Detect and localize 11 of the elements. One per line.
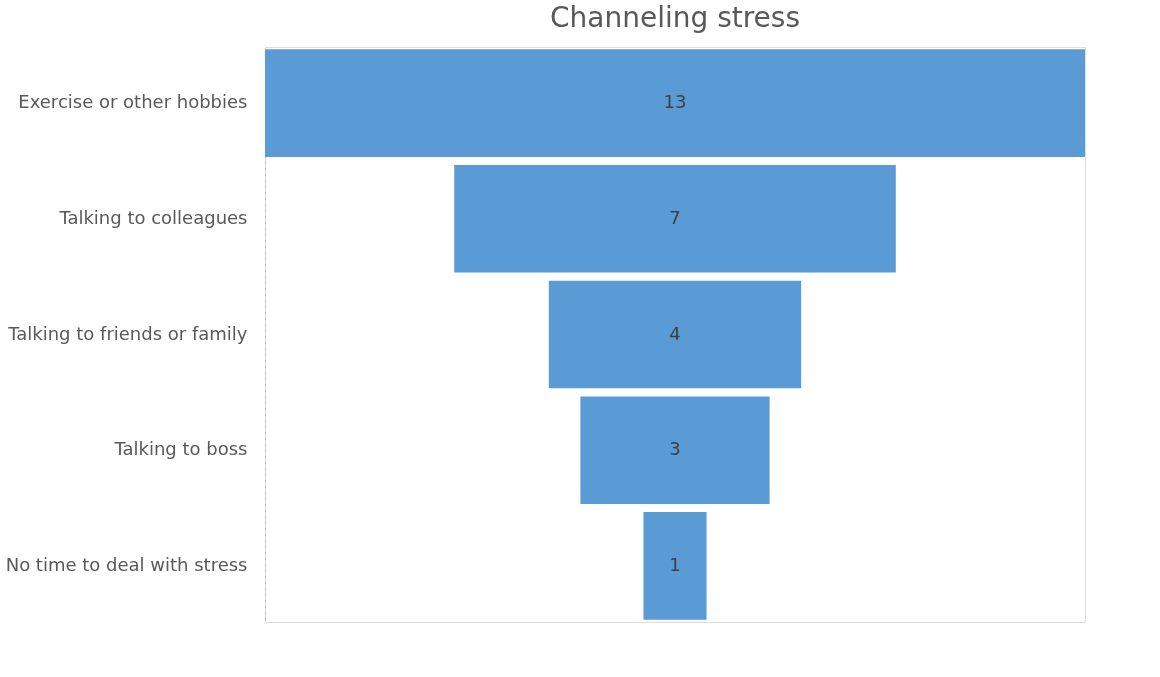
category-label: No time to deal with stress: [5, 553, 248, 575]
category-label: Talking to boss: [113, 438, 248, 460]
category-label: Exercise or other hobbies: [18, 91, 248, 113]
data-label: 13: [663, 91, 687, 113]
category-label: Talking to friends or family: [7, 322, 248, 344]
data-label: 1: [669, 553, 681, 575]
text: Channeling stress: [549, 1, 801, 34]
data-label: 4: [669, 322, 681, 344]
category-label: Talking to colleagues: [58, 206, 248, 228]
data-label: 7: [669, 206, 681, 228]
data-label: 3: [669, 438, 681, 460]
